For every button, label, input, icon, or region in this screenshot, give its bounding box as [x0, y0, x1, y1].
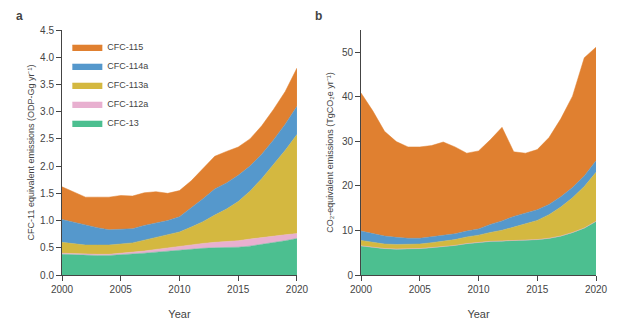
svg-text:50: 50	[342, 47, 354, 58]
svg-text:CO₂-equivalent emissions (TgCO: CO₂-equivalent emissions (TgCO₂e yr⁻¹)	[325, 72, 335, 233]
svg-text:2020: 2020	[585, 284, 608, 295]
svg-text:2.5: 2.5	[40, 133, 54, 144]
svg-text:0.5: 0.5	[40, 242, 54, 253]
svg-text:4.5: 4.5	[40, 25, 54, 36]
svg-text:CFC-11 equivalent emissions (O: CFC-11 equivalent emissions (ODP-Gg yr⁻¹…	[26, 65, 36, 241]
svg-text:2.0: 2.0	[40, 161, 54, 172]
svg-text:CFC-115: CFC-115	[107, 42, 143, 52]
svg-text:b: b	[315, 9, 322, 23]
svg-text:Year: Year	[168, 308, 191, 320]
svg-text:2005: 2005	[110, 284, 133, 295]
svg-text:CFC-114a: CFC-114a	[107, 61, 148, 71]
svg-text:10: 10	[342, 225, 354, 236]
svg-text:CFC-13: CFC-13	[107, 118, 139, 128]
svg-text:1.5: 1.5	[40, 188, 54, 199]
svg-text:0: 0	[347, 270, 353, 281]
svg-text:2015: 2015	[526, 284, 549, 295]
svg-text:3.5: 3.5	[40, 79, 54, 90]
svg-text:2005: 2005	[409, 284, 432, 295]
svg-text:2000: 2000	[51, 284, 74, 295]
svg-text:2000: 2000	[350, 284, 373, 295]
svg-text:1.0: 1.0	[40, 215, 54, 226]
svg-text:CFC-113a: CFC-113a	[107, 80, 148, 90]
svg-text:Year: Year	[467, 308, 490, 320]
svg-text:40: 40	[342, 91, 354, 102]
svg-text:a: a	[16, 9, 23, 23]
svg-text:30: 30	[342, 136, 354, 147]
svg-text:2010: 2010	[168, 284, 191, 295]
svg-text:2015: 2015	[227, 284, 250, 295]
svg-text:20: 20	[342, 180, 354, 191]
svg-text:0.0: 0.0	[40, 270, 54, 281]
svg-text:4.0: 4.0	[40, 52, 54, 63]
svg-text:2010: 2010	[467, 284, 490, 295]
svg-text:CFC-112a: CFC-112a	[107, 99, 148, 109]
svg-text:2020: 2020	[286, 284, 309, 295]
svg-text:3.0: 3.0	[40, 106, 54, 117]
